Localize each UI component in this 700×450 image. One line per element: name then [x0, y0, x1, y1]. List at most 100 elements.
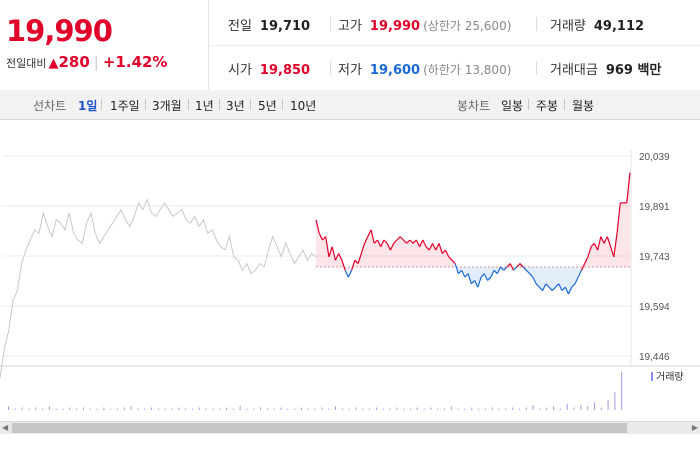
- price-segment: [577, 270, 582, 278]
- scroll-left-arrow-icon[interactable]: ◀: [2, 423, 9, 432]
- volume-bar: [423, 408, 425, 410]
- price-segment: [571, 283, 576, 288]
- volume-bar: [430, 407, 432, 410]
- stat-value: 969 백만: [605, 63, 662, 78]
- today-price-series: [315, 172, 631, 295]
- fill-segment: [604, 236, 608, 267]
- scrollbar-thumb[interactable]: [12, 423, 627, 433]
- price-segment: [373, 239, 378, 244]
- volume-bar: [335, 406, 337, 410]
- volume-bar: [69, 407, 71, 410]
- volume-bar: [123, 407, 125, 410]
- fill-segment: [445, 250, 449, 267]
- volume-bar: [484, 408, 486, 410]
- price-segment: [402, 239, 408, 244]
- price-segment: [422, 239, 427, 247]
- fill-segment: [477, 266, 482, 288]
- volume-bar: [137, 408, 139, 410]
- volume-bar: [191, 408, 193, 410]
- volume-bar: [226, 407, 228, 410]
- stat-trade-value: 거래대금 969 백만: [550, 59, 661, 78]
- volume-bar: [35, 407, 37, 410]
- tab-candle-monthly[interactable]: 월봉: [572, 99, 595, 113]
- tab-period-3y[interactable]: 3년: [226, 99, 245, 113]
- stat-value: 19,600: [369, 63, 421, 78]
- tab-period-10y[interactable]: 10년: [290, 99, 317, 113]
- stat-label: 거래대금: [550, 63, 598, 78]
- stat-label: 거래량: [550, 19, 586, 34]
- scroll-right-arrow-icon[interactable]: ▶: [691, 423, 698, 432]
- volume-bar: [607, 399, 609, 410]
- price-segment: [597, 236, 602, 251]
- fill-segment: [380, 239, 384, 267]
- stat-value: 49,112: [593, 19, 645, 34]
- price-segment: [347, 270, 353, 278]
- volume-bar: [553, 406, 555, 410]
- price-segment: [458, 269, 463, 275]
- fill-segment: [439, 243, 443, 267]
- tab-period-3m[interactable]: 3개월: [152, 99, 182, 113]
- chart-tabs-bar: 선차트 1일 1주일 3개월 1년 3년 5년 10년 봉차트 일봉 주봉 월봉: [0, 90, 700, 120]
- volume-bar: [219, 408, 221, 410]
- price-segment: [431, 243, 437, 251]
- volume-bar: [273, 408, 275, 410]
- volume-bar: [593, 402, 595, 410]
- price-box: 19,990 전일대비 ▲280 | +1.42%: [0, 0, 209, 90]
- volume-bar: [621, 372, 623, 410]
- price-segment: [564, 286, 570, 295]
- tab-period-1d[interactable]: 1일: [78, 99, 98, 113]
- volume-bar: [416, 407, 418, 410]
- volume-bar: [450, 406, 452, 410]
- fill-segment: [600, 236, 605, 267]
- upper-limit-text: (상한가 25,600): [423, 19, 512, 33]
- price-segment: [519, 263, 524, 268]
- change-amount: 280: [58, 53, 90, 71]
- volume-legend: 거래량: [656, 371, 684, 383]
- y-tick-label: 19,891: [639, 202, 670, 213]
- fill-segment: [319, 233, 323, 267]
- price-segment: [393, 239, 398, 244]
- price-segment: [480, 273, 485, 278]
- price-segment: [325, 236, 330, 257]
- volume-bar: [76, 408, 78, 410]
- stat-label: 고가: [338, 19, 362, 34]
- volume-bar: [130, 406, 132, 410]
- stat-value: 19,990: [369, 19, 421, 34]
- price-segment: [558, 283, 563, 291]
- price-segment: [567, 286, 573, 295]
- price-segment: [603, 236, 608, 244]
- price-segment: [496, 266, 502, 274]
- price-segment: [383, 239, 388, 244]
- price-segment: [415, 239, 421, 247]
- tab-period-1y[interactable]: 1년: [195, 99, 214, 113]
- volume-bar: [14, 408, 16, 410]
- price-segment: [584, 256, 589, 264]
- volume-bar: [314, 408, 316, 410]
- divider: [536, 61, 537, 75]
- price-segment: [435, 243, 440, 251]
- volume-bar: [266, 408, 268, 410]
- divider: [536, 17, 537, 31]
- volume-bar: [178, 407, 180, 410]
- price-segment: [616, 202, 621, 234]
- price-segment: [344, 270, 349, 278]
- fill-segment: [574, 266, 579, 284]
- volume-bar: [580, 404, 582, 410]
- divider: [330, 61, 331, 75]
- fill-segment: [396, 236, 401, 267]
- volume-bar: [48, 406, 50, 410]
- tab-period-5y[interactable]: 5년: [258, 99, 277, 113]
- volume-bar: [300, 407, 302, 410]
- price-segment: [506, 263, 511, 268]
- price-segment: [315, 219, 320, 234]
- price-segment: [322, 236, 327, 241]
- y-tick-label: 20,039: [639, 152, 670, 163]
- price-segment: [331, 246, 337, 261]
- fill-segment: [338, 253, 342, 267]
- tab-candle-weekly[interactable]: 주봉: [536, 99, 559, 113]
- chart-scrollbar[interactable]: ◀ ▶: [0, 421, 700, 434]
- divider: [219, 99, 220, 110]
- price-segment: [587, 246, 592, 258]
- tab-period-1w[interactable]: 1주일: [110, 99, 140, 113]
- tab-candle-daily[interactable]: 일봉: [501, 99, 524, 113]
